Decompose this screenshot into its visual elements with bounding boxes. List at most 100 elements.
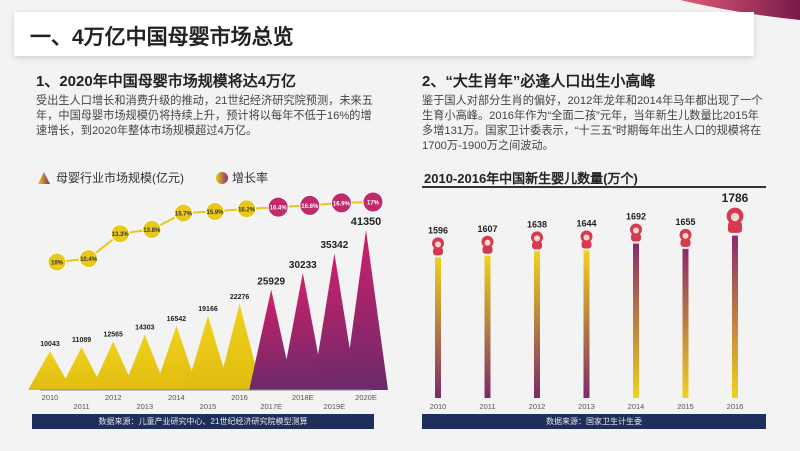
growth-rate-point [47, 252, 67, 272]
page-title: 一、4万亿中国母婴市场总览 [30, 26, 294, 49]
market-size-bars: 10043 11089 12565 14303 16542 19166 22276 25929… [28, 216, 388, 390]
growth-rate-label: 13.8% [143, 228, 161, 234]
market-size-bar [154, 325, 199, 390]
legend-bar-icon [38, 172, 50, 184]
market-size-label: 14303 [135, 325, 155, 332]
market-size-label: 25929 [257, 277, 285, 288]
year-tick-label: 2013 [136, 402, 153, 411]
market-size-label: 35342 [320, 240, 348, 251]
year-tick-label: 2019E [324, 402, 346, 411]
newborn-marks: 1596 2010 1607 2011 1638 2012 1644 2013 1692 2014… [428, 191, 749, 411]
market-size-bar [280, 273, 325, 390]
market-size-bar [186, 315, 230, 390]
newborn-value-label: 1786 [722, 191, 749, 205]
growth-rate-label: 15.7% [175, 212, 193, 218]
baby-face-icon [682, 232, 689, 239]
newborn-stem [583, 250, 590, 398]
growth-rate-label: 16.9% [333, 201, 351, 207]
growth-rate-label: 16.4% [270, 206, 288, 212]
year-tick-label: 2015 [200, 402, 217, 411]
growth-rate-point [142, 219, 162, 239]
newborn-stem [732, 235, 738, 398]
baby-body-icon [680, 238, 691, 247]
baby-icon [726, 207, 744, 225]
baby-face-icon [730, 212, 740, 222]
newborn-stem [534, 251, 540, 398]
right-chart-rule [422, 186, 766, 188]
market-size-bar [91, 341, 136, 390]
left-x-axis: 2010 2011 2012 2013 2014 2015 2016 2017E 2018E 20… [40, 389, 377, 411]
left-source: 数据来源：儿童产业研究中心、21世纪经济研究院模型测算 [32, 414, 374, 429]
newborn-year-label: 2014 [628, 402, 645, 411]
growth-rate-label: 10% [51, 261, 64, 267]
year-tick-label: 2018E [292, 393, 314, 402]
baby-face-icon [633, 227, 639, 234]
newborn-stem [484, 255, 491, 398]
baby-icon [630, 223, 642, 236]
year-tick-label: 2014 [168, 393, 185, 402]
market-size-bar [312, 253, 357, 390]
left-legend: 母婴行业市场规模(亿元) 增长率 [38, 170, 268, 185]
left-heading: 1、2020年中国母婴市场规模将达4万亿 [36, 73, 297, 90]
baby-body-icon [433, 247, 443, 256]
baby-face-icon [534, 235, 540, 242]
baby-face-icon [484, 239, 491, 246]
baby-body-icon [532, 241, 542, 250]
growth-rate-point [110, 224, 130, 244]
newborn-stem [435, 257, 441, 398]
newborn-value-label: 1607 [477, 224, 497, 234]
baby-body-icon [581, 240, 592, 249]
right-chart-title: 2010-2016年中国新生婴儿数量(万个) [424, 171, 638, 186]
baby-face-icon [435, 241, 441, 248]
newborn-value-label: 1638 [527, 219, 547, 229]
market-size-bar [344, 230, 388, 390]
growth-rate-point [362, 191, 384, 213]
baby-icon [580, 230, 593, 243]
growth-rate-label: 16.6% [301, 204, 319, 210]
year-tick-label: 2017E [260, 402, 282, 411]
legend-rate-label: 增长率 [232, 170, 268, 185]
baby-icon [481, 235, 494, 248]
right-source: 数据来源：国家卫生计生委 [422, 414, 766, 429]
market-size-label: 11089 [72, 337, 91, 344]
year-tick-label: 2016 [231, 393, 248, 402]
newborn-value-label: 1655 [675, 217, 695, 227]
newborn-stem [633, 243, 639, 398]
growth-rate-line: 10% 10.4% 13.3% 13.8% 15.7% 15.9% 16.2% 16.4% 16… [47, 191, 384, 272]
newborn-year-label: 2015 [677, 402, 694, 411]
growth-rate-path [56, 201, 374, 263]
growth-rate-label: 17% [367, 201, 380, 207]
newborn-year-label: 2016 [727, 402, 744, 411]
baby-body-icon [631, 233, 641, 242]
growth-rate-label: 15.9% [206, 210, 224, 216]
newborn-value-label: 1596 [428, 225, 448, 235]
right-heading: 2、“大生肖年”必逢人口出生小高峰 [422, 73, 656, 90]
baby-body-icon [482, 245, 493, 254]
year-tick-label: 2010 [42, 393, 59, 402]
market-size-bar [122, 334, 167, 390]
market-size-label: 16542 [167, 316, 187, 323]
growth-rate-point [79, 249, 99, 269]
corner-swoosh-icon [680, 0, 800, 20]
newborn-year-label: 2011 [479, 402, 495, 411]
market-size-label: 30233 [289, 260, 317, 271]
newborn-year-label: 2010 [430, 402, 447, 411]
growth-rate-point [299, 194, 321, 216]
market-size-bar [249, 289, 294, 390]
year-tick-label: 2011 [74, 402, 90, 411]
market-size-bar [28, 351, 72, 390]
market-size-label: 22276 [230, 294, 250, 301]
newborn-value-label: 1644 [576, 218, 596, 228]
growth-rate-label: 10.4% [80, 257, 98, 263]
year-tick-label: 2020E [355, 393, 377, 402]
title-bar: 一、4万亿中国母婴市场总览 [14, 12, 754, 56]
newborn-stem [682, 248, 689, 398]
market-size-label: 12565 [103, 331, 123, 338]
market-size-bar [217, 303, 262, 390]
year-tick-label: 2012 [105, 393, 122, 402]
legend-rate-icon [216, 172, 228, 184]
right-paragraph: 鉴于国人对部分生肖的偏好，2012年龙年和2014年马年都出现了一个生育小高峰。… [422, 95, 763, 152]
growth-rate-point [205, 201, 225, 221]
newborn-value-label: 1692 [626, 212, 646, 222]
